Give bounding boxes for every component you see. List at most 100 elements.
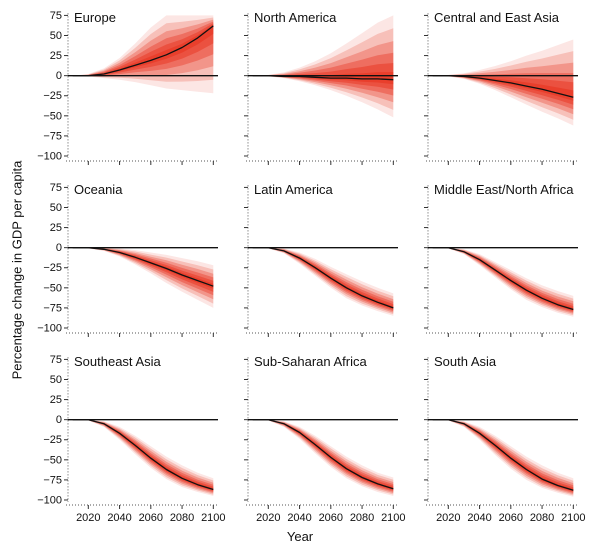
uncertainty-band-6 <box>432 247 574 311</box>
y-tick-label: −25 <box>43 90 62 102</box>
y-tick-label: 50 <box>50 202 62 214</box>
x-axis-label: Year <box>286 529 314 544</box>
panel-title: Sub-Saharan Africa <box>254 354 368 369</box>
uncertainty-band-2 <box>252 28 394 110</box>
uncertainty-band-3 <box>252 41 394 103</box>
panel-sub-saharan-africa: 2020 2040 2060 2080 2100 Sub-Saharan Africa <box>244 354 406 524</box>
y-tick-label: −25 <box>43 434 62 446</box>
panel-title: Oceania <box>74 182 123 197</box>
panel-plot-area <box>432 419 574 497</box>
y-tick-label: −50 <box>43 454 62 466</box>
panel-south-asia: 2020 2040 2060 2080 2100 South Asia <box>424 354 586 524</box>
median-line <box>72 247 214 287</box>
panel-plot-area <box>72 247 214 308</box>
panel-europe: 75 50 25 0 −25 −50 −75 −100 Europe <box>37 10 218 165</box>
panel-north-america: North America <box>244 10 398 165</box>
x-tick-label: 2040 <box>287 512 311 524</box>
x-tick-label: 2060 <box>319 512 343 524</box>
uncertainty-band-1 <box>252 419 394 496</box>
x-tick-label: 2020 <box>256 512 280 524</box>
median-line <box>72 25 214 77</box>
panel-plot-area <box>72 419 214 496</box>
panel-oceania: 75 50 25 0 −25 −50 −75 −100 Oceania <box>37 182 218 337</box>
uncertainty-band-3 <box>72 19 214 77</box>
y-tick-label: −75 <box>43 474 62 486</box>
y-tick-label: −100 <box>37 322 62 334</box>
y-tick-label: 50 <box>50 30 62 42</box>
uncertainty-band-5 <box>432 75 574 105</box>
x-tick-label: 2100 <box>201 512 225 524</box>
median-line <box>252 247 394 309</box>
x-tick-label: 2080 <box>170 512 194 524</box>
median-line <box>252 419 394 490</box>
x-tick-label: 2060 <box>499 512 523 524</box>
median-line <box>432 419 574 491</box>
uncertainty-band-2 <box>72 247 214 304</box>
x-tick-label: 2040 <box>467 512 491 524</box>
uncertainty-band-1 <box>72 247 214 308</box>
y-tick-label: −75 <box>43 130 62 142</box>
x-tick-label: 2020 <box>436 512 460 524</box>
uncertainty-band-4 <box>252 247 394 312</box>
uncertainty-band-4 <box>252 419 394 492</box>
x-tick-label: 2020 <box>76 512 100 524</box>
panel-title: Latin America <box>254 182 334 197</box>
uncertainty-band-6 <box>72 24 214 76</box>
y-axis-label: Percentage change in GDP per capita <box>9 160 25 380</box>
panel-latin-america: Latin America <box>244 182 398 337</box>
y-tick-label: −75 <box>43 302 62 314</box>
y-tick-label: 75 <box>50 182 62 194</box>
uncertainty-band-5 <box>432 419 574 492</box>
y-tick-label: −25 <box>43 262 62 274</box>
panel-title: Europe <box>74 10 116 25</box>
uncertainty-band-2 <box>432 247 574 316</box>
y-tick-label: 25 <box>50 50 62 62</box>
y-tick-label: 75 <box>50 10 62 22</box>
panel-plot-area <box>432 39 574 126</box>
uncertainty-band-2 <box>252 247 394 315</box>
panel-plot-area <box>252 419 394 496</box>
uncertainty-band-2 <box>432 51 574 120</box>
y-tick-label: 0 <box>56 70 62 82</box>
panel-middle-east-north-africa: Middle East/North Africa <box>424 182 578 337</box>
median-line <box>72 419 214 491</box>
x-tick-label: 2100 <box>561 512 585 524</box>
panel-central-and-east-asia: Central and East Asia <box>424 10 578 165</box>
uncertainty-band-5 <box>72 419 214 492</box>
panel-southeast-asia: 75 50 25 0 −25 −50 −75 −100 2020 2040 2060 2080 2100… <box>37 354 225 524</box>
uncertainty-band-4 <box>432 419 574 493</box>
y-tick-label: −50 <box>43 110 62 122</box>
uncertainty-band-1 <box>252 15 394 118</box>
uncertainty-band-1 <box>252 247 394 316</box>
panel-plot-area <box>252 15 394 118</box>
uncertainty-band-5 <box>252 419 394 491</box>
uncertainty-band-4 <box>432 73 574 110</box>
panel-plot-area <box>72 15 214 94</box>
uncertainty-band-4 <box>72 247 214 296</box>
y-tick-label: 25 <box>50 394 62 406</box>
uncertainty-band-1 <box>432 247 574 317</box>
uncertainty-band-4 <box>72 21 214 76</box>
uncertainty-band-2 <box>72 17 214 82</box>
uncertainty-band-3 <box>252 247 394 313</box>
x-tick-label: 2060 <box>139 512 163 524</box>
uncertainty-band-3 <box>72 247 214 300</box>
panel-title: Central and East Asia <box>434 10 560 25</box>
y-tick-label: 0 <box>56 242 62 254</box>
uncertainty-band-4 <box>72 419 214 493</box>
y-tick-label: 0 <box>56 414 62 426</box>
panel-title: North America <box>254 10 337 25</box>
x-tick-label: 2040 <box>107 512 131 524</box>
uncertainty-band-6 <box>432 75 574 101</box>
panel-plot-area <box>432 247 574 317</box>
y-tick-label: −50 <box>43 282 62 294</box>
panel-plot-area <box>252 247 394 316</box>
median-line <box>432 247 574 311</box>
x-tick-label: 2080 <box>350 512 374 524</box>
uncertainty-band-1 <box>72 15 214 94</box>
y-tick-label: −100 <box>37 494 62 506</box>
y-tick-label: −100 <box>37 150 62 162</box>
x-tick-label: 2080 <box>530 512 554 524</box>
panel-title: South Asia <box>434 354 497 369</box>
